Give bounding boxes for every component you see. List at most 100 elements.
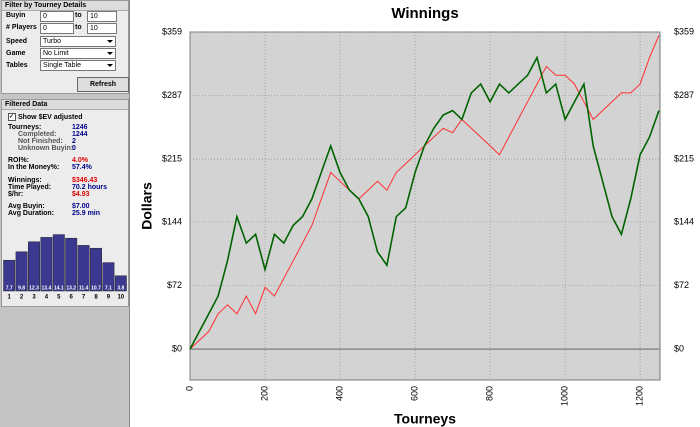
stat-value: 4.0% — [72, 157, 88, 164]
stat-row: Avg Buyin: $7.00 — [8, 203, 126, 211]
y-tick-label: $72 — [167, 280, 182, 290]
stat-row: ROI%: 4.0% — [8, 157, 126, 165]
stat-row: Avg Duration: 25.9 min — [8, 210, 126, 218]
bar — [28, 241, 40, 292]
stat-value: 1244 — [72, 131, 88, 138]
buyin-max[interactable]: 10 — [87, 11, 117, 22]
bar-label: 7.1 — [105, 285, 112, 291]
stat-value: $7.00 — [72, 203, 90, 210]
bar — [65, 237, 78, 292]
stat-value: 57.4% — [72, 164, 92, 171]
y-tick-label: $215 — [162, 154, 182, 164]
y2-tick-label: $359 — [674, 26, 694, 36]
stat-row: $/hr: $4.93 — [8, 191, 126, 199]
sep: to — [75, 24, 82, 31]
x-tick-label: 1000 — [559, 386, 569, 406]
bar-label: 12.3 — [29, 285, 39, 291]
y-tick-label: $287 — [162, 90, 182, 100]
bar — [77, 245, 90, 292]
x-axis-label: Tourneys — [394, 411, 456, 427]
label: # Players — [6, 24, 37, 31]
stat-row: In the Money%: 57.4% — [8, 164, 126, 172]
stat-label: Avg Buyin: — [8, 203, 45, 210]
x-tick-label: 7 — [82, 295, 86, 301]
players-min[interactable]: 0 — [40, 23, 74, 34]
bar — [102, 262, 115, 292]
x-tick-label: 2 — [20, 295, 24, 301]
players-max[interactable]: 10 — [87, 23, 117, 34]
x-tick-label: 800 — [484, 386, 494, 401]
label: Tables — [6, 62, 28, 69]
stat-label: Completed: — [18, 131, 57, 138]
refresh-button[interactable]: Refresh — [77, 77, 129, 92]
stat-value: 70.2 hours — [72, 184, 108, 191]
x-tick-label: 400 — [334, 386, 344, 401]
x-tick-label: 8 — [94, 295, 98, 301]
checkbox[interactable]: ✓ Show $EV adjusted — [8, 113, 83, 122]
x-tick-label: 200 — [259, 386, 269, 401]
bar-label: 13.2 — [66, 285, 76, 291]
stat-value: 0 — [72, 145, 76, 152]
stat-value: $4.93 — [72, 191, 90, 198]
label: Game — [6, 50, 26, 57]
group-title: Filtered Data — [2, 100, 128, 110]
stat-value: 1246 — [72, 124, 88, 131]
stat-value: 25.9 min — [72, 210, 101, 217]
stat-row: Unknown Buyin: 0 — [8, 145, 126, 153]
bar-label: 7.7 — [6, 285, 13, 291]
bar — [40, 237, 53, 292]
filtered-group: Filtered Data ✓ Show $EV adjusted 7.7 1 9.… — [1, 99, 129, 307]
checkbox-label: Show $EV adjusted — [17, 114, 83, 121]
bar-label: 11.4 — [79, 285, 89, 291]
stat-row: Completed: 1244 — [8, 131, 126, 139]
bar — [15, 251, 28, 292]
x-tick-label: 600 — [409, 386, 419, 401]
y2-tick-label: $215 — [674, 154, 694, 164]
y-tick-label: $359 — [162, 26, 182, 36]
x-tick-label: 4 — [45, 295, 49, 301]
x-tick-label: 6 — [70, 295, 74, 301]
stat-label: Winnings: — [8, 177, 42, 184]
y2-tick-label: $72 — [674, 280, 689, 290]
x-tick-label: 0 — [184, 386, 194, 391]
y-axis-label: Dollars — [139, 182, 155, 230]
x-tick-label: 5 — [57, 295, 61, 301]
bar-label: 13.4 — [42, 285, 52, 291]
chart: Winnings Tourneys Dollars $0 $0 $72 $72 $144… — [139, 5, 694, 427]
game-select[interactable]: No Limit — [40, 48, 116, 59]
y-tick-label: $0 — [172, 343, 182, 353]
y2-tick-label: $144 — [674, 216, 694, 226]
x-tick-label: 1200 — [634, 386, 644, 406]
y2-tick-label: $287 — [674, 90, 694, 100]
x-tick-label: 1 — [8, 295, 12, 301]
label: Buyin — [6, 12, 26, 19]
bar-label: 9.8 — [18, 285, 25, 291]
stat-row: Not Finished: 2 — [8, 138, 126, 146]
bar — [3, 259, 16, 292]
stat-value: 2 — [72, 138, 76, 145]
stat-label: Not Finished: — [18, 138, 63, 145]
chart-title: Winnings — [391, 5, 458, 22]
bar-label: 3.8 — [117, 285, 124, 291]
x-tick-label: 9 — [107, 295, 111, 301]
filter-group: Filter by Tourney Details Buyin 0 to 10 … — [1, 0, 129, 94]
bar-label: 10.7 — [91, 285, 101, 291]
x-tick-label: 10 — [117, 295, 124, 301]
stat-label: ROI%: — [8, 157, 29, 164]
stat-row: Winnings: $346.43 — [8, 177, 126, 185]
stat-label: In the Money%: — [8, 164, 60, 171]
histogram: 7.7 1 9.8 2 12.3 3 13.4 4 14.1 5 13.2 6 11.4 7 10.7 8 7.… — [3, 229, 127, 303]
tables-select[interactable]: Single Table — [40, 60, 116, 71]
y2-tick-label: $0 — [674, 343, 684, 353]
sep: to — [75, 12, 82, 19]
plot-area — [189, 31, 661, 381]
speed-select[interactable]: Turbo — [40, 36, 116, 47]
stat-label: Time Played: — [8, 184, 52, 191]
stat-label: $/hr: — [8, 191, 24, 198]
stat-label: Unknown Buyin: — [18, 145, 74, 152]
line-series — [189, 55, 660, 350]
bar-label: 14.1 — [54, 285, 64, 291]
buyin-min[interactable]: 0 — [40, 11, 74, 22]
stat-row: Time Played: 70.2 hours — [8, 184, 126, 192]
bar — [114, 275, 127, 292]
